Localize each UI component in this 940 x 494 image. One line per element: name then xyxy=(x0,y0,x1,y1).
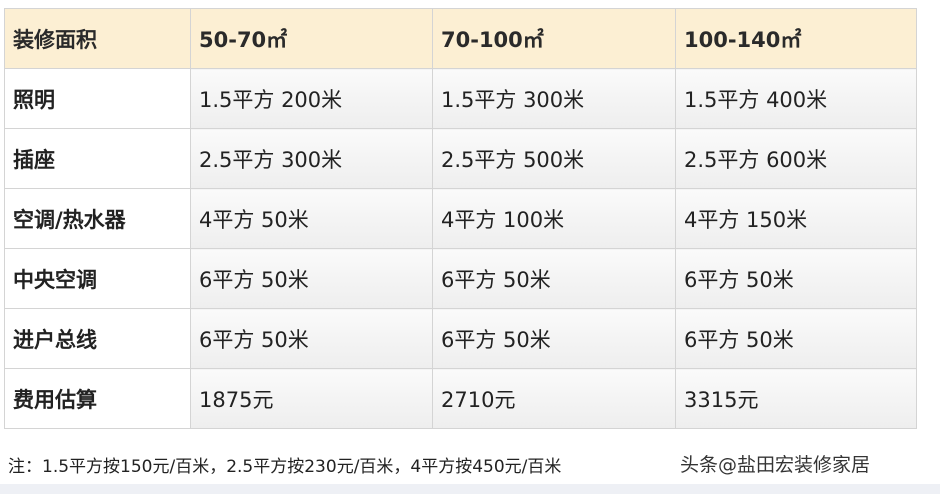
table-cell: 3315元 xyxy=(675,368,917,429)
table-cell: 1875元 xyxy=(190,368,433,429)
row-label: 中央空调 xyxy=(4,248,191,309)
table-row: 中央空调 6平方 50米 6平方 50米 6平方 50米 xyxy=(4,248,917,309)
table-cell: 1.5平方 400米 xyxy=(675,68,917,129)
header-cell: 70-100㎡ xyxy=(432,8,676,69)
header-cell: 100-140㎡ xyxy=(675,8,917,69)
table-cell: 4平方 100米 xyxy=(432,188,676,249)
footer-note: 注：1.5平方按150元/百米，2.5平方按230元/百米，4平方按450元/百… xyxy=(8,457,562,477)
table-cell: 6平方 50米 xyxy=(190,308,433,369)
table-cell: 1.5平方 200米 xyxy=(190,68,433,129)
row-label: 插座 xyxy=(4,128,191,189)
table-cell: 6平方 50米 xyxy=(675,308,917,369)
table-cell: 4平方 150米 xyxy=(675,188,917,249)
table-cell: 2.5平方 300米 xyxy=(190,128,433,189)
table-cell: 6平方 50米 xyxy=(675,248,917,309)
header-cell: 装修面积 xyxy=(4,8,191,69)
table-row: 插座 2.5平方 300米 2.5平方 500米 2.5平方 600米 xyxy=(4,128,917,189)
row-label: 照明 xyxy=(4,68,191,129)
bottom-bar xyxy=(0,484,940,494)
row-label: 进户总线 xyxy=(4,308,191,369)
header-cell: 50-70㎡ xyxy=(190,8,433,69)
table-cell: 6平方 50米 xyxy=(190,248,433,309)
row-label: 空调/热水器 xyxy=(4,188,191,249)
row-label: 费用估算 xyxy=(4,368,191,429)
table-row: 费用估算 1875元 2710元 3315元 xyxy=(4,368,917,429)
table-cell: 6平方 50米 xyxy=(432,248,676,309)
table-cell: 1.5平方 300米 xyxy=(432,68,676,129)
watermark: 头条@盐田宏装修家居 xyxy=(680,454,871,476)
table-cell: 2.5平方 600米 xyxy=(675,128,917,189)
table-row: 进户总线 6平方 50米 6平方 50米 6平方 50米 xyxy=(4,308,917,369)
table-row: 照明 1.5平方 200米 1.5平方 300米 1.5平方 400米 xyxy=(4,68,917,129)
table-header-row: 装修面积 50-70㎡ 70-100㎡ 100-140㎡ xyxy=(4,8,917,69)
table-cell: 6平方 50米 xyxy=(432,308,676,369)
table-cell: 2710元 xyxy=(432,368,676,429)
table-row: 空调/热水器 4平方 50米 4平方 100米 4平方 150米 xyxy=(4,188,917,249)
table-cell: 2.5平方 500米 xyxy=(432,128,676,189)
table-cell: 4平方 50米 xyxy=(190,188,433,249)
wiring-estimate-table: 装修面积 50-70㎡ 70-100㎡ 100-140㎡ 照明 1.5平方 200… xyxy=(4,8,917,429)
